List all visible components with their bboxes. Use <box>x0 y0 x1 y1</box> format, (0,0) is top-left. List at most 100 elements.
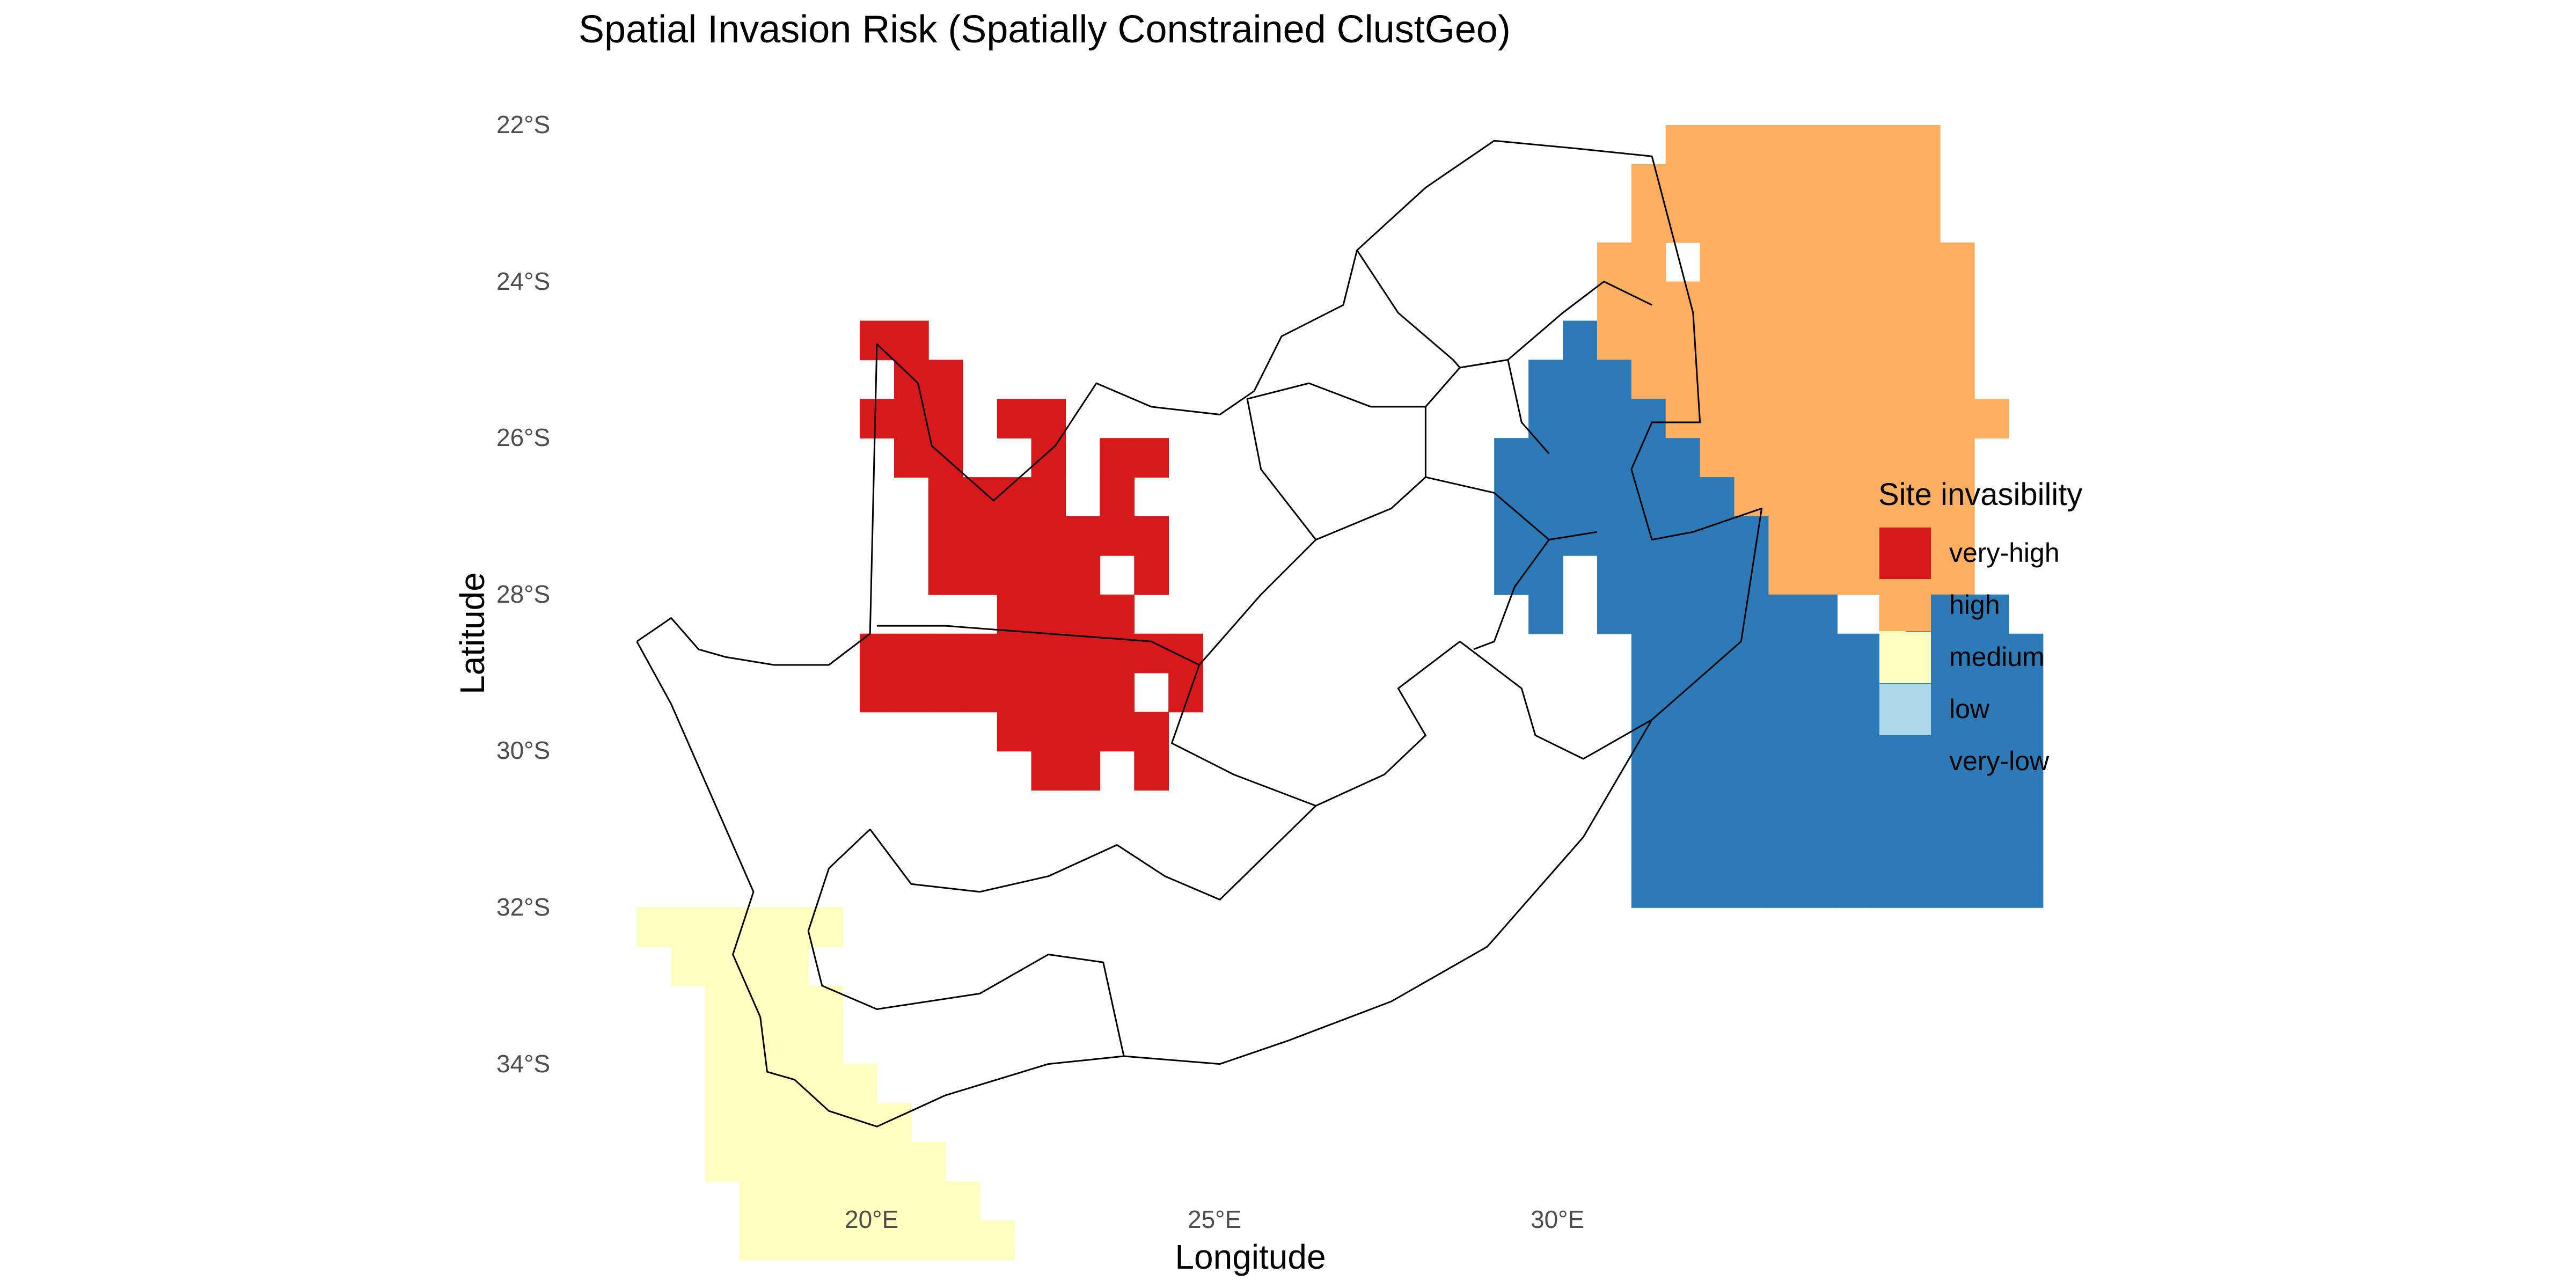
raster-cell <box>1734 438 1769 478</box>
raster-cell <box>979 1220 1015 1260</box>
raster-cell <box>1837 555 1872 595</box>
raster-cell <box>1768 672 1804 713</box>
raster-cell-very-high <box>860 633 895 674</box>
raster-cell <box>1906 242 1941 282</box>
raster-cell <box>1940 242 1975 282</box>
raster-cell <box>1940 477 1975 517</box>
raster-cell-very-high <box>928 633 963 674</box>
raster-cell <box>843 1220 877 1260</box>
raster-cell <box>2008 790 2044 830</box>
raster-cell <box>740 1103 775 1143</box>
raster-cell <box>1597 477 1632 517</box>
boundary-line <box>869 829 1117 893</box>
raster-cell <box>1563 477 1598 517</box>
x-axis-title: Longitude <box>1175 1238 1326 1276</box>
raster-cell <box>1597 320 1632 361</box>
raster-cell <box>1528 399 1563 438</box>
raster-cell <box>1734 242 1769 282</box>
raster-cell <box>1906 281 1941 321</box>
raster-cell <box>740 1024 775 1065</box>
raster-cell <box>1631 477 1666 517</box>
raster-cell <box>1700 320 1735 361</box>
legend-key-high <box>1879 580 1931 631</box>
raster-cell <box>1631 751 1666 791</box>
raster-cell <box>774 1142 809 1182</box>
raster-cell <box>1768 633 1804 674</box>
raster-cell <box>705 908 741 947</box>
raster-cell <box>1665 868 1701 908</box>
y-tick-label: 22°S <box>496 111 551 138</box>
raster-cell-very-high <box>1031 477 1066 517</box>
raster-cell <box>2008 829 2044 869</box>
raster-cell-very-high <box>1100 477 1135 517</box>
raster-cell <box>1494 438 1529 478</box>
raster-cell <box>1837 712 1872 752</box>
boundary-line <box>1246 358 1550 540</box>
raster-cell-very-high <box>928 555 963 595</box>
raster-cell-very-high <box>1065 751 1101 791</box>
raster-cell <box>1700 203 1735 243</box>
raster-cell <box>1837 164 1872 204</box>
raster-cell <box>1837 633 1872 674</box>
raster-cell <box>1940 633 1975 674</box>
raster-cell <box>1631 790 1666 830</box>
raster-cell <box>1768 829 1804 869</box>
raster-cell <box>1665 555 1701 595</box>
raster-cell <box>1597 594 1632 634</box>
x-axis-title-row: Longitude <box>0 1237 2576 1277</box>
raster-cell <box>1768 712 1804 752</box>
raster-cell <box>1974 633 2009 674</box>
raster-cell <box>1871 790 1906 830</box>
raster-cell <box>1768 281 1804 321</box>
raster-cell <box>877 1181 912 1221</box>
raster-cell <box>1906 164 1941 204</box>
raster-cell <box>1803 516 1838 556</box>
raster-cell <box>1631 360 1666 400</box>
raster-cell <box>1597 555 1632 595</box>
raster-cell <box>1803 164 1838 204</box>
raster-cell <box>1837 125 1872 165</box>
raster-cell <box>1665 712 1701 752</box>
raster-cell-very-high <box>1031 438 1066 478</box>
raster-cell <box>1940 672 1975 713</box>
raster-cell <box>843 1064 877 1104</box>
raster-cell <box>1665 751 1701 791</box>
raster-cell <box>1906 438 1941 478</box>
raster-cell <box>1837 751 1872 791</box>
raster-cell <box>1734 203 1769 243</box>
raster-cell <box>705 1142 741 1182</box>
raster-cell <box>1906 868 1941 908</box>
raster-cell <box>1734 712 1769 752</box>
raster-cell <box>1734 868 1769 908</box>
raster-cell <box>1974 712 2009 752</box>
raster-cell-very-high <box>860 399 895 438</box>
raster-cell <box>1734 790 1769 830</box>
legend-key-very-low <box>1879 736 1931 787</box>
raster-cell <box>1768 868 1804 908</box>
raster-cell <box>1665 477 1701 517</box>
raster-cell <box>1665 438 1701 478</box>
raster-cell-very-high <box>1100 594 1135 634</box>
raster-cell <box>945 1220 980 1260</box>
raster-cell <box>1940 555 1975 595</box>
raster-cell <box>1871 360 1906 400</box>
raster-cell <box>1940 281 1975 321</box>
raster-cell <box>843 1103 877 1143</box>
raster-cell <box>1700 516 1735 556</box>
legend-key-very-high <box>1879 528 1931 579</box>
raster-cell <box>1837 203 1872 243</box>
raster-cell <box>1665 360 1701 400</box>
raster-cell <box>1906 320 1941 361</box>
raster-cell <box>1837 477 1872 517</box>
raster-cell <box>1631 633 1666 674</box>
raster-cell-very-high <box>1031 516 1066 556</box>
raster-cell <box>740 985 775 1026</box>
raster-cell <box>877 1103 912 1143</box>
raster-cell-very-high <box>1134 712 1169 752</box>
raster-cell <box>1837 438 1872 478</box>
legend-label: very-high <box>1949 538 2060 568</box>
raster-cell <box>1803 203 1838 243</box>
raster-cell <box>1597 438 1632 478</box>
x-tick-label: 25°E <box>1188 1205 1242 1233</box>
raster-cell <box>1700 829 1735 869</box>
